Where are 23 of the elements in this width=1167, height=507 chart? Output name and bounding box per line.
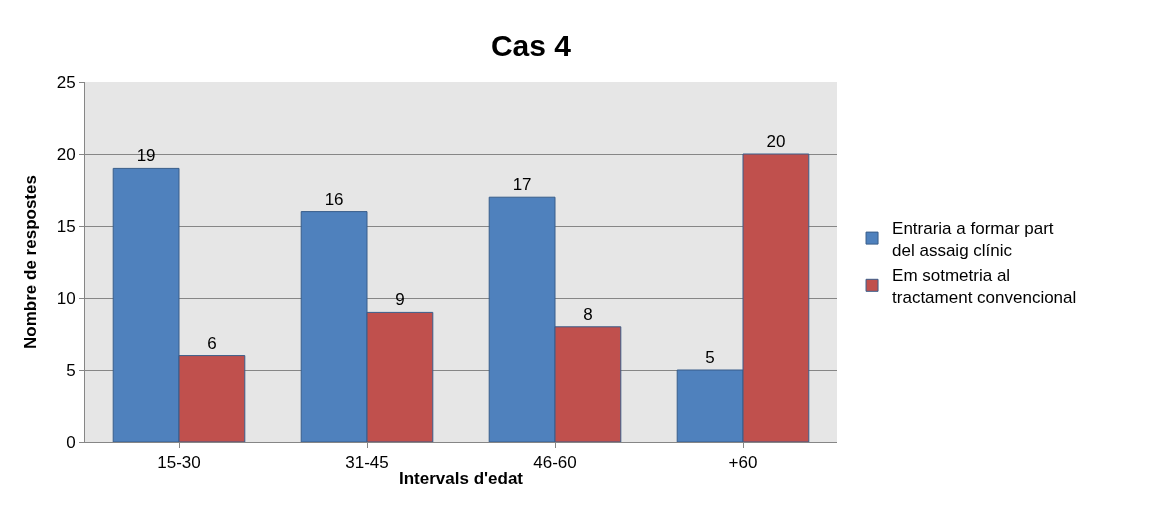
x-tick-label: 46-60 — [533, 453, 577, 473]
y-tick-label: 25 — [56, 72, 76, 92]
legend-label: Em sotmetria al tractament convencional — [892, 265, 1077, 307]
data-label: 16 — [324, 189, 344, 209]
y-tick-label: 15 — [56, 216, 76, 236]
data-label: 8 — [583, 304, 593, 324]
y-tick-label: 5 — [66, 360, 76, 380]
data-label: 5 — [705, 348, 715, 367]
y-tick-label: 0 — [66, 432, 76, 452]
data-label: 19 — [136, 146, 156, 166]
data-label: 17 — [512, 175, 532, 195]
x-tick-label: 15-30 — [157, 453, 201, 473]
data-label: 9 — [395, 290, 405, 310]
y-tick-label: 20 — [56, 144, 76, 164]
x-axis-title: Intervals d'edat — [398, 468, 524, 488]
data-label: 20 — [766, 132, 786, 151]
y-axis-title: Nombre de respostes — [21, 175, 41, 349]
x-tick-label: +60 — [728, 453, 758, 473]
x-tick-label: 31-45 — [345, 453, 389, 473]
legend-label: Entraria a formar part del assaig clínic — [892, 218, 1054, 260]
data-label: 6 — [207, 333, 217, 353]
y-tick-label: 10 — [56, 288, 76, 308]
chart-title: Cas 4 — [490, 29, 572, 63]
